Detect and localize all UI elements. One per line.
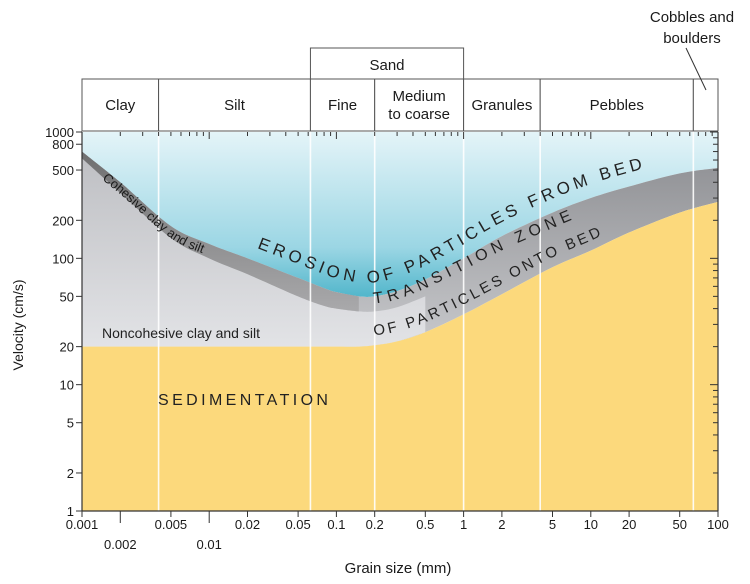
x-tick-label: 100 (707, 517, 729, 532)
grain-class-cell (81, 78, 160, 132)
cobbles-label: Cobbles and (650, 9, 734, 26)
cobbles-leader-line (685, 47, 707, 91)
grain-class-label: Medium (392, 88, 445, 105)
noncohesive-area (82, 158, 426, 347)
x-tick-label: 10 (584, 517, 598, 532)
grain-class-label: Granules (471, 97, 532, 114)
y-tick-label: 5 (67, 416, 74, 431)
x-tick-label: 0.01 (197, 537, 222, 552)
grain-class-label: Fine (328, 97, 357, 114)
y-axis-title: Velocity (cm/s) (10, 279, 26, 370)
y-tick-label: 1000 (45, 125, 74, 140)
x-tick-label: 0.005 (155, 517, 188, 532)
x-tick-label: 5 (549, 517, 556, 532)
sedimentation-area (82, 201, 718, 512)
grain-class-cell (158, 78, 311, 132)
y-tick-label: 50 (60, 289, 74, 304)
y-tick-label: 200 (52, 213, 74, 228)
sand-group-label: Sand (369, 57, 404, 74)
cohesive-band (82, 151, 359, 312)
x-tick-label: 0.001 (66, 517, 99, 532)
sand-group-cell (309, 47, 465, 80)
grain-class-label: to coarse (388, 106, 450, 123)
x-tick-label: 1 (460, 517, 467, 532)
y-tick-label: 1 (67, 504, 74, 519)
y-tick-label: 2 (67, 466, 74, 481)
y-tick-label: 800 (52, 137, 74, 152)
x-tick-label: 50 (672, 517, 686, 532)
sedimentation-label: SEDIMENTATION (158, 392, 331, 409)
y-tick-label: 500 (52, 163, 74, 178)
x-tick-label: 2 (498, 517, 505, 532)
erosion-area (82, 132, 718, 297)
x-tick-label: 0.2 (366, 517, 384, 532)
cobbles-label: boulders (663, 30, 721, 47)
grain-class-cell (374, 78, 465, 132)
x-tick-label: 0.02 (235, 517, 260, 532)
noncohesive-label: Noncohesive clay and silt (102, 325, 260, 341)
x-tick-label: 20 (622, 517, 636, 532)
grain-class-label: Silt (224, 97, 246, 114)
x-tick-label: 0.05 (285, 517, 310, 532)
y-tick-label: 100 (52, 251, 74, 266)
x-tick-label: 0.5 (416, 517, 434, 532)
x-tick-label: 0.1 (327, 517, 345, 532)
x-axis-title: Grain size (mm) (345, 560, 452, 577)
grain-class-label: Pebbles (590, 97, 644, 114)
grain-class-cell (539, 78, 694, 132)
class-boundaries (157, 132, 695, 511)
y-tick-label: 20 (60, 340, 74, 355)
plot-areas (82, 132, 718, 512)
x-tick-label: 0.002 (104, 537, 137, 552)
grain-class-label: Clay (105, 97, 136, 114)
grain-class-cell (692, 78, 719, 132)
y-tick-label: 10 (60, 378, 74, 393)
